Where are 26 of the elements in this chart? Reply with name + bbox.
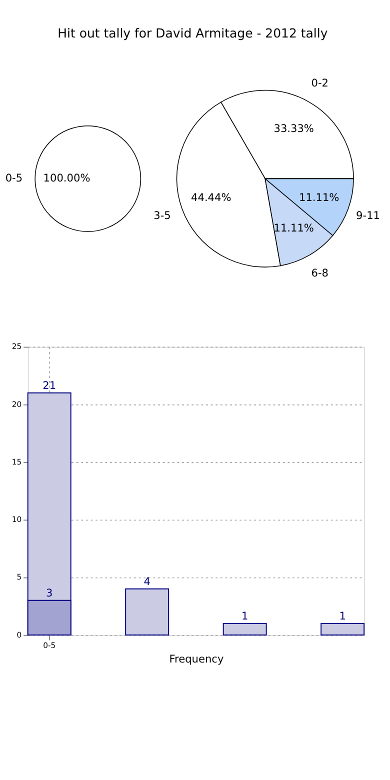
data-label: 33.33%	[274, 122, 314, 135]
slice-label: 0-2	[311, 78, 328, 90]
data-label: 4	[144, 576, 151, 588]
slice-label: 9-11	[356, 210, 380, 222]
data-label: 100.00%	[43, 172, 90, 185]
data-label: 11.11%	[298, 192, 340, 204]
data-label: 44.44%	[191, 192, 232, 204]
y-tick-label: 15	[12, 457, 22, 466]
bar	[320, 622, 365, 636]
y-tick-label: 25	[12, 342, 22, 352]
slice-label: 6-8	[311, 267, 328, 280]
data-label: 3	[46, 588, 53, 600]
data-label: 1	[241, 610, 248, 623]
data-label: 11.11%	[274, 222, 314, 234]
y-tick-label: 5	[16, 572, 22, 582]
slice-label: 0-5	[5, 172, 23, 185]
bar	[125, 588, 170, 636]
y-tick-label: 10	[12, 515, 22, 524]
y-tick-label: 20	[12, 400, 22, 409]
bar	[222, 622, 267, 636]
y-tick-label: 0	[16, 630, 22, 640]
chart-title: Hit out tally for David Armitage - 2012 tally	[58, 25, 328, 40]
data-label: 21	[42, 380, 56, 392]
data-label: 1	[339, 610, 346, 623]
x-axis-title: Frequency	[169, 653, 224, 666]
slice-label: 3-5	[154, 210, 171, 222]
